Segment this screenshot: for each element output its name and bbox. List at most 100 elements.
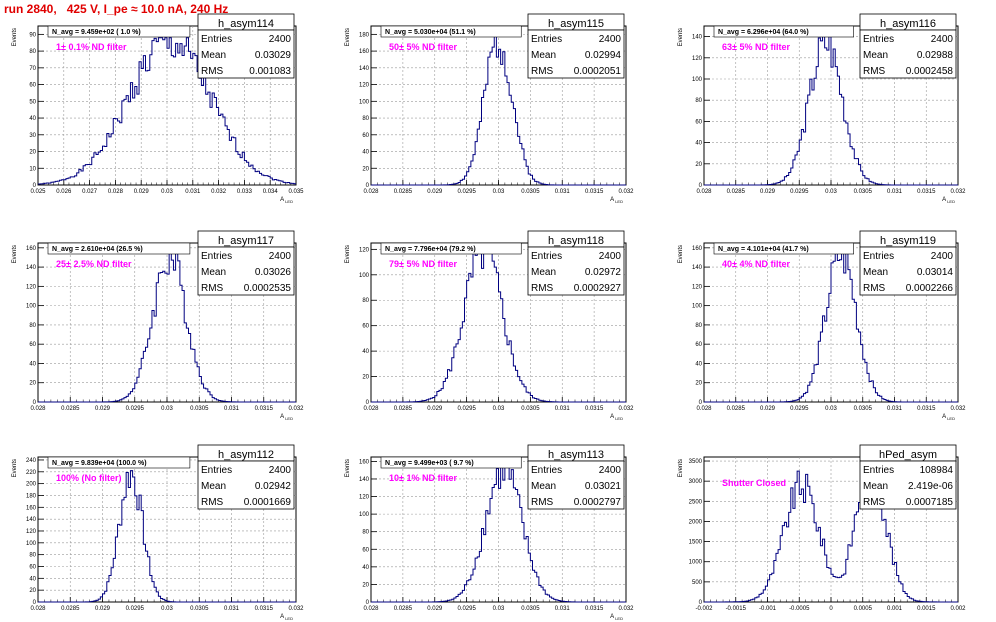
x-tick-label: 0.031 — [555, 189, 571, 195]
histogram-line — [38, 37, 296, 185]
x-axis-title: A LED — [280, 614, 293, 621]
x-tick-label: 0.028 — [696, 406, 712, 412]
y-tick-label: 120 — [26, 529, 37, 535]
y-tick-label: 0 — [33, 183, 37, 189]
x-tick-label: 0.029 — [134, 189, 150, 195]
stats-mean-value: 0.02988 — [917, 50, 954, 61]
y-tick-label: 20 — [695, 162, 702, 168]
x-tick-label: 0.032 — [618, 606, 634, 612]
x-tick-label: 0.029 — [760, 406, 776, 412]
y-tick-label: 60 — [362, 324, 369, 330]
x-tick-label: 0.001 — [887, 606, 903, 612]
y-axis-title: Events — [678, 245, 684, 263]
navg-label: N_avg = 4.101e+04 (41.7 %) — [718, 246, 809, 253]
stats-entries-label: Entries — [531, 465, 562, 476]
stats-rms-value: 0.0002535 — [244, 283, 292, 294]
x-tick-label: 0.0295 — [457, 606, 476, 612]
y-axis-title: Events — [678, 28, 684, 46]
x-tick-label: 0.002 — [950, 606, 966, 612]
x-axis-title: A LED — [610, 614, 623, 621]
x-tick-label: 0.03 — [493, 406, 505, 412]
y-tick-label: 140 — [692, 265, 703, 271]
x-tick-label: 0.032 — [288, 606, 304, 612]
stats-mean-value: 0.03026 — [255, 267, 292, 278]
histogram-line — [371, 35, 626, 186]
x-tick-label: 0.029 — [427, 406, 443, 412]
stats-mean-label: Mean — [863, 481, 888, 492]
y-tick-label: 20 — [29, 381, 36, 387]
x-tick-label: 0.0285 — [727, 406, 746, 412]
y-axis-title: Events — [12, 459, 18, 477]
y-tick-label: 3000 — [689, 479, 703, 485]
histogram-panel: -0.002 -0.0015 -0.001 -0.0005 0 0.0005 0.001 0.… — [678, 444, 966, 612]
histogram-panel: 0.028 0.0285 0.029 0.0295 0.03 0.0305 0.031 0.0… — [345, 230, 634, 421]
stats-rms-label: RMS — [531, 497, 554, 508]
y-tick-label: 160 — [359, 459, 370, 465]
x-tick-label: 0.0315 — [255, 606, 274, 612]
x-tick-label: 0.029 — [427, 189, 443, 195]
stats-entries-value: 2400 — [269, 34, 292, 45]
stats-mean-label: Mean — [863, 50, 888, 61]
stats-box: h_asym113 Entries 2400 Mean 0.03021 RMS 0.0002… — [527, 444, 625, 510]
stats-box: hPed_asym Entries 108984 Mean 2.419e-06 RMS 0.… — [859, 444, 957, 510]
stats-rms-label: RMS — [201, 497, 224, 508]
y-tick-label: 60 — [695, 119, 702, 125]
filter-label: 10± 1% ND filter — [389, 473, 457, 483]
stats-title: hPed_asym — [879, 449, 937, 461]
stats-rms-value: 0.0001669 — [244, 497, 292, 508]
y-tick-label: 100 — [692, 304, 703, 310]
y-tick-label: 80 — [29, 323, 36, 329]
y-axis-title: Events — [345, 28, 351, 46]
histogram-panel: 0.028 0.0285 0.029 0.0295 0.03 0.0305 0.031 0.0… — [12, 230, 304, 421]
stats-title: h_asym119 — [880, 235, 936, 247]
x-tick-label: 0.0305 — [854, 406, 873, 412]
y-tick-label: 3500 — [689, 459, 703, 465]
y-tick-label: 60 — [362, 547, 369, 553]
y-tick-label: 140 — [359, 477, 370, 483]
histogram-line — [704, 36, 958, 186]
navg-box — [380, 456, 522, 469]
y-tick-label: 40 — [29, 116, 36, 122]
x-tick-label: 0.032 — [950, 189, 966, 195]
filter-label: 63± 5% ND filter — [722, 42, 790, 52]
stats-entries-value: 2400 — [931, 251, 954, 262]
x-axis-title: A LED — [280, 197, 293, 204]
y-tick-label: 240 — [26, 458, 37, 464]
y-tick-label: 80 — [362, 116, 369, 122]
y-tick-label: 100 — [26, 541, 37, 547]
stats-entries-label: Entries — [201, 251, 232, 262]
y-tick-label: 100 — [26, 304, 37, 310]
y-tick-label: 160 — [359, 49, 370, 55]
stats-mean-label: Mean — [863, 267, 888, 278]
x-tick-label: 0.0015 — [917, 606, 936, 612]
y-tick-label: 50 — [29, 99, 36, 105]
y-tick-label: 120 — [692, 56, 703, 62]
x-tick-label: -0.001 — [759, 606, 777, 612]
stats-body — [527, 460, 625, 510]
y-tick-label: 10 — [29, 166, 36, 172]
filter-label: 1± 0.1% ND filter — [56, 42, 127, 52]
y-tick-label: 0 — [699, 600, 703, 606]
stats-box: h_asym116 Entries 2400 Mean 0.02988 RMS 0.0002… — [859, 13, 957, 79]
stats-entries-value: 108984 — [920, 465, 954, 476]
y-tick-label: 220 — [26, 470, 37, 476]
y-tick-label: 120 — [692, 284, 703, 290]
y-axis-title: Events — [345, 459, 351, 477]
x-tick-label: 0.03 — [161, 606, 173, 612]
x-tick-label: 0.0305 — [190, 406, 209, 412]
stats-mean-label: Mean — [201, 481, 226, 492]
x-axis-title: A LED — [942, 197, 955, 204]
x-tick-label: 0.0285 — [727, 189, 746, 195]
x-tick-label: 0.03 — [161, 406, 173, 412]
x-tick-label: 0.03 — [825, 406, 837, 412]
y-tick-label: 0 — [699, 183, 703, 189]
stats-box: h_asym115 Entries 2400 Mean 0.02994 RMS 0.0002… — [527, 13, 625, 79]
navg-box — [47, 242, 191, 255]
filter-label: 40± 4% ND filter — [722, 259, 790, 269]
x-tick-label: 0.03 — [493, 606, 505, 612]
navg-label: N_avg = 9.839e+04 (100.0 %) — [52, 460, 147, 467]
stats-title: h_asym116 — [880, 18, 936, 30]
x-axis-title: A LED — [280, 414, 293, 421]
y-axis-title: Events — [12, 245, 18, 263]
